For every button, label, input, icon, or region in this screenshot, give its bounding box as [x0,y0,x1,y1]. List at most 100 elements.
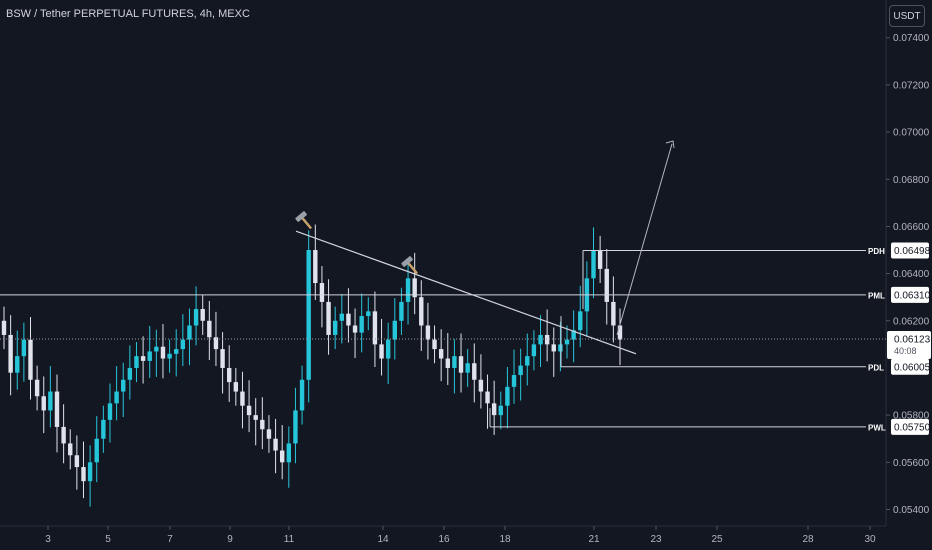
level-price-label: 0.06005 [894,362,931,373]
candle-body [94,438,99,463]
candle-body [611,301,616,326]
hammer-icon [401,256,418,275]
candle-body [41,396,46,411]
candle-body [227,367,232,383]
price-tick-label: 0.06200 [893,316,930,327]
candle-body [101,419,106,439]
current-price-label: 0.06123 [894,334,931,345]
candle-body [425,325,431,340]
candle-body [578,311,583,331]
candle-body [260,419,265,430]
candle-body [538,334,543,345]
candle-body [491,403,497,416]
time-tick-label: 9 [227,534,233,545]
candle-body [81,467,86,482]
time-tick-label: 16 [438,534,450,545]
candle-body [419,297,424,326]
countdown-label: 40:08 [894,346,917,356]
candle-body [180,339,186,350]
candle-body [74,455,80,468]
time-tick-label: 7 [167,534,173,545]
candle-body [465,363,470,373]
candle-body [213,337,219,350]
price-tick-label: 0.05400 [893,505,930,516]
level-tag-pdh: PDH [868,247,885,256]
candle-body [359,316,364,333]
candle-body [525,356,530,366]
hammer-icon [295,211,312,230]
candle-body [604,268,609,302]
price-tick-label: 0.07400 [893,33,930,44]
candle-body [332,320,338,335]
candle-body [240,391,245,406]
candle-body [319,283,325,302]
time-tick-label: 5 [105,534,111,545]
hammer-head [295,211,307,222]
price-tick-label: 0.07000 [893,128,930,139]
time-tick-label: 21 [588,534,600,545]
price-tick-label: 0.05600 [893,458,930,469]
candle-body [160,346,166,359]
trend-line[interactable] [295,230,637,355]
currency-button[interactable]: USDT [889,5,925,27]
current-price-box [887,330,931,359]
time-tick-label: 30 [864,534,876,545]
candle-body [253,415,258,420]
time-tick-label: 25 [711,534,723,545]
level-price-box [891,242,929,259]
candle-body [399,301,404,321]
candle-body [438,349,444,359]
candle-body [154,346,159,352]
candle-body [8,334,13,373]
candle-body [107,403,113,420]
candle-body [346,313,351,326]
candle-body [597,250,603,269]
candle-body [385,339,391,359]
candle-body [432,339,437,350]
candle-body [405,278,411,302]
level-price-box [891,358,929,375]
candle-body [551,344,556,352]
candle-body [326,301,331,335]
candle-body [478,379,484,392]
price-tick-label: 0.05800 [893,411,930,422]
candle-body [591,250,596,279]
candle-body [68,443,73,456]
time-tick-label: 18 [499,534,511,545]
candle-body [564,339,570,345]
candle-body [61,426,66,444]
candle-body [412,278,417,298]
candle-body [114,391,119,404]
level-tag-pdl: PDL [868,363,884,372]
candle-body [293,410,298,444]
candle-body [366,311,371,317]
hammer-handle [301,216,312,230]
candle-body [1,320,7,335]
time-tick-label: 23 [650,534,662,545]
candle-body [485,391,490,404]
price-tick-label: 0.07200 [893,80,930,91]
candle-body [379,344,384,359]
projection-arrowhead [665,140,675,149]
candle-body [21,339,27,357]
time-tick-label: 3 [45,534,51,545]
level-price-box [891,418,929,435]
candle-body [511,375,517,387]
time-tick-label: 14 [377,534,389,545]
level-price-label: 0.06310 [894,290,931,301]
candle-body [372,311,378,345]
candle-body [246,405,252,416]
candle-body [127,367,133,380]
candle-body [505,386,510,406]
hammer-handle [407,261,418,275]
price-tick-label: 0.06600 [893,222,930,233]
projection-arrow[interactable] [616,143,673,336]
hammer-head [401,256,413,267]
candle-body [571,330,576,340]
time-tick-label: 28 [802,534,814,545]
candle-body [187,325,192,340]
candle-body [498,405,503,416]
level-price-label: 0.06498 [894,246,931,257]
candle-body [445,358,450,368]
